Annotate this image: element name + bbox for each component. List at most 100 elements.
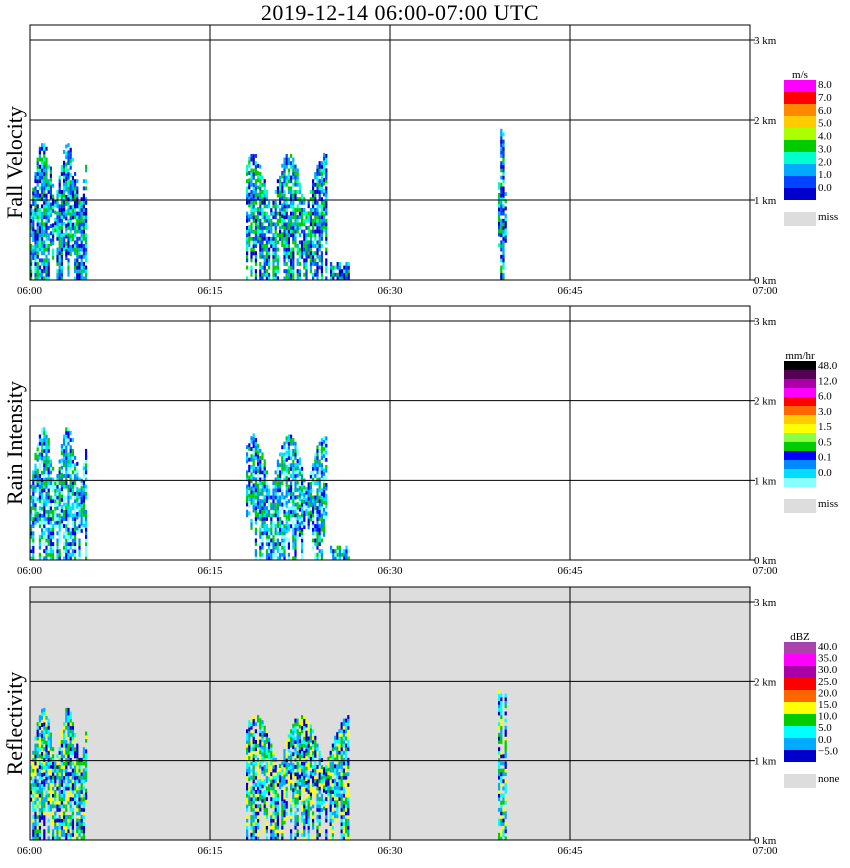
echo-cell (272, 750, 275, 755)
echo-cell (314, 538, 317, 543)
echo-cell (63, 722, 66, 727)
echo-cell (312, 499, 315, 503)
echo-cell (32, 248, 35, 253)
echo-cell (63, 818, 66, 823)
echo-cell (283, 208, 286, 212)
echo-cell (290, 495, 293, 500)
echo-cell (500, 208, 503, 212)
echo-cell (74, 750, 77, 755)
echo-cell (41, 499, 44, 504)
echo-cell (43, 768, 46, 773)
echo-cell (290, 247, 293, 252)
echo-cell (56, 754, 59, 759)
echo-cell (36, 172, 39, 176)
echo-cell (305, 820, 308, 824)
echo-cell (65, 509, 68, 514)
echo-cell (254, 836, 257, 841)
echo-cell (248, 232, 251, 237)
echo-cell (32, 761, 35, 766)
echo-cell (246, 743, 249, 748)
echo-cell (290, 204, 293, 209)
echo-cell (38, 168, 41, 173)
echo-cell (41, 272, 44, 277)
echo-cell (347, 715, 350, 719)
echo-cell (71, 506, 74, 511)
echo-cell (43, 262, 46, 266)
echo-cell (54, 793, 57, 798)
echo-cell (338, 276, 341, 281)
echo-cell (323, 210, 326, 215)
echo-cell (294, 466, 297, 471)
echo-cell (274, 502, 277, 507)
echo-cell (292, 247, 295, 252)
echo-cell (294, 474, 297, 478)
echo-cell (329, 754, 332, 759)
echo-cell (257, 196, 260, 201)
echo-cell (47, 258, 50, 263)
echo-cell (303, 510, 306, 515)
echo-cell (329, 822, 332, 826)
echo-cell (347, 836, 350, 841)
echo-cell (34, 797, 37, 802)
echo-cell (325, 486, 328, 491)
echo-cell (85, 731, 88, 736)
echo-cell (342, 822, 345, 826)
echo-cell (312, 254, 315, 259)
echo-cell (263, 244, 266, 248)
echo-cell (312, 179, 315, 184)
echo-cell (246, 179, 249, 184)
echo-cell (246, 768, 249, 773)
echo-cell (80, 800, 83, 805)
echo-cell (320, 265, 323, 270)
echo-cell (52, 775, 55, 780)
echo-cell (290, 797, 293, 802)
echo-cell (341, 549, 344, 554)
echo-cell (502, 800, 505, 805)
echo-cell (345, 754, 348, 759)
echo-region (498, 690, 507, 841)
echo-cell (281, 239, 284, 244)
echo-cell (325, 483, 328, 487)
echo-cell (259, 186, 262, 191)
echo-cell (498, 218, 501, 223)
echo-cell (36, 797, 39, 802)
echo-cell (246, 258, 249, 263)
echo-cell (263, 473, 266, 478)
echo-cell (287, 552, 290, 557)
echo-cell (41, 233, 44, 238)
echo-cell (500, 193, 503, 198)
echo-cell (338, 549, 341, 554)
echo-cell (504, 772, 507, 777)
echo-cell (36, 244, 39, 248)
echo-cell (250, 800, 253, 805)
echo-cell (36, 772, 39, 777)
echo-cell (259, 491, 262, 496)
echo-cell (287, 745, 290, 749)
echo-cell (85, 531, 88, 536)
echo-cell (296, 244, 299, 248)
echo-cell (38, 208, 41, 212)
echo-cell (67, 272, 70, 277)
echo-cell (500, 233, 503, 238)
echo-cell (36, 265, 39, 270)
echo-cell (261, 226, 264, 230)
echo-cell (272, 797, 275, 802)
echo-cell (65, 194, 68, 199)
echo-cell (281, 534, 284, 539)
echo-cell (36, 193, 39, 198)
echo-cell (246, 797, 249, 802)
echo-cell (272, 269, 275, 274)
echo-cell (254, 807, 257, 812)
echo-cell (342, 775, 345, 780)
echo-cell (345, 729, 348, 734)
echo-cell (292, 766, 295, 771)
echo-cell (41, 175, 44, 180)
echo-cell (298, 226, 301, 230)
echo-cell (296, 790, 299, 794)
echo-cell (285, 240, 288, 245)
echo-cell (342, 804, 345, 809)
colorbar-label: 1.5 (818, 421, 832, 433)
echo-cell (285, 182, 288, 187)
echo-cell (283, 269, 286, 274)
echo-cell (290, 262, 293, 266)
